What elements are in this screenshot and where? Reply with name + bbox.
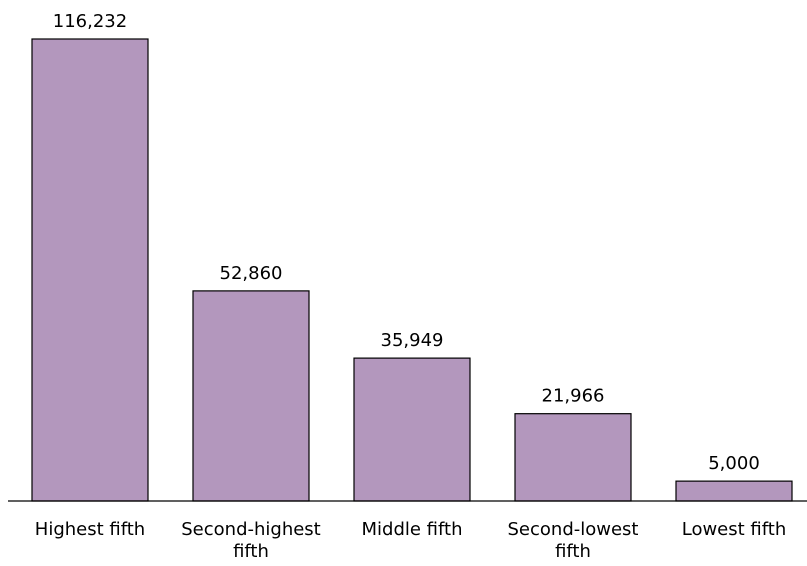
category-label-3: Second-lowest fifth [508,519,639,562]
category-label-4-line-0: Lowest fifth [682,519,787,540]
category-label-1-line-0: Second-highest [181,519,321,540]
category-label-1: Second-highest fifth [181,519,321,562]
category-label-2-line-0: Middle fifth [361,519,462,540]
bar-3 [514,413,632,502]
value-label-3: 21,966 [542,386,605,407]
bars-group [31,38,793,502]
category-label-2: Middle fifth [361,519,462,540]
category-label-0-line-0: Highest fifth [35,519,145,540]
category-label-0: Highest fifth [35,519,145,540]
value-label-1: 52,860 [220,263,283,284]
bar-4 [675,480,793,502]
value-label-4: 5,000 [708,453,760,474]
bar-2 [353,357,471,502]
category-label-1-line-1: fifth [233,541,269,562]
value-label-2: 35,949 [381,330,444,351]
bar-0 [31,38,149,502]
category-label-3-line-1: fifth [555,541,591,562]
value-label-0: 116,232 [53,11,127,32]
category-label-4: Lowest fifth [682,519,787,540]
category-label-3-line-0: Second-lowest [508,519,639,540]
value-labels-group: 116,232 52,860 35,949 21,966 5,000 [53,11,760,474]
bar-1 [192,290,310,502]
